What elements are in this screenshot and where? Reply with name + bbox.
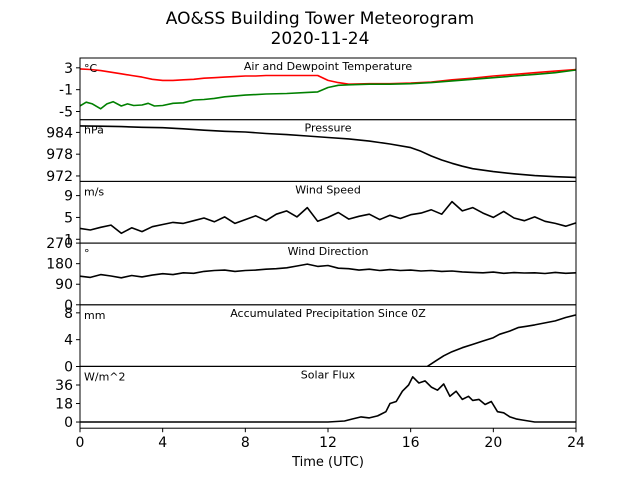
y-tick-label: 0: [64, 298, 73, 314]
y-tick-label: 978: [46, 147, 73, 163]
y-tick-label: -1: [59, 83, 73, 99]
x-axis-label: Time (UTC): [291, 455, 364, 470]
y-tick-label: 90: [55, 277, 73, 293]
panel-unit-label: °: [84, 247, 90, 260]
chart-subtitle: 2020-11-24: [271, 29, 370, 49]
panel-title: Accumulated Precipitation Since 0Z: [230, 307, 426, 320]
y-tick-label: 18: [55, 397, 73, 413]
x-tick-label: 4: [158, 435, 167, 451]
series-line-accumulated-precipitation-since-0z-0: [80, 314, 576, 367]
y-tick-label: 0: [64, 415, 73, 431]
x-tick-label: 12: [319, 435, 337, 451]
y-tick-label: -5: [59, 105, 73, 121]
series-line-wind-direction-0: [80, 263, 576, 279]
x-tick-label: 16: [402, 435, 420, 451]
panel-title: Pressure: [305, 122, 352, 135]
series-line-air-and-dewpoint-temperature-0: [80, 68, 576, 85]
panel-title: Solar Flux: [301, 369, 356, 382]
panel-wind-speed: 9 5 1 m/s Wind Speed: [64, 180, 577, 248]
panel-unit-label: hPa: [84, 124, 104, 137]
panel-unit-label: W/m^2: [84, 371, 126, 384]
panel-unit-label: m/s: [84, 185, 104, 198]
x-tick-label: 20: [484, 435, 502, 451]
y-tick-label: 4: [64, 333, 73, 349]
panel-title: Wind Direction: [288, 245, 369, 258]
panel-pressure: 984 978 972 hPa Pressure: [46, 119, 577, 185]
y-tick-label: 5: [64, 210, 73, 226]
series-line-pressure-0: [80, 125, 576, 179]
y-tick-label: 270: [46, 236, 73, 252]
x-tick-label: 24: [567, 435, 585, 451]
y-tick-label: 1: [64, 232, 73, 248]
y-tick-label: 0: [64, 360, 73, 376]
y-tick-label: 3: [64, 61, 73, 77]
series-line-air-and-dewpoint-temperature-1: [80, 69, 576, 110]
panel-air-and-dewpoint-temperature: 3 -1 -5 °C Air and Dewpoint Temperature: [59, 57, 577, 121]
y-tick-label: 972: [46, 169, 73, 185]
panel-unit-label: °C: [84, 62, 98, 75]
y-tick-label: 180: [46, 257, 73, 273]
panel-unit-label: mm: [84, 309, 105, 322]
panel-accumulated-precipitation-since-0z: 8 4 0 mm Accumulated Precipitation Since 0Z: [64, 304, 577, 376]
panel-solar-flux: 36 18 0 W/m^2 Solar Flux: [55, 366, 577, 431]
x-tick-label: 8: [241, 435, 250, 451]
panels-group: 3-1-5°C Air and Dewpoint Temperature98497…: [46, 57, 577, 431]
x-tick-label: 0: [76, 435, 85, 451]
y-tick-label: 8: [64, 306, 73, 322]
series-line-wind-speed-0: [80, 200, 576, 235]
chart-title: AO&SS Building Tower Meteorogram: [166, 9, 474, 29]
panel-wind-direction: 270 180 90 0 ° Wind Direction: [46, 236, 577, 314]
y-tick-label: 984: [46, 125, 73, 141]
series-line-solar-flux-0: [80, 376, 576, 423]
y-tick-label: 36: [55, 378, 73, 394]
panel-title: Wind Speed: [295, 183, 361, 196]
y-tick-label: 9: [64, 189, 73, 205]
x-axis: 0 4 8 12 16 20 24: [76, 428, 585, 451]
panel-title: Air and Dewpoint Temperature: [244, 60, 412, 73]
